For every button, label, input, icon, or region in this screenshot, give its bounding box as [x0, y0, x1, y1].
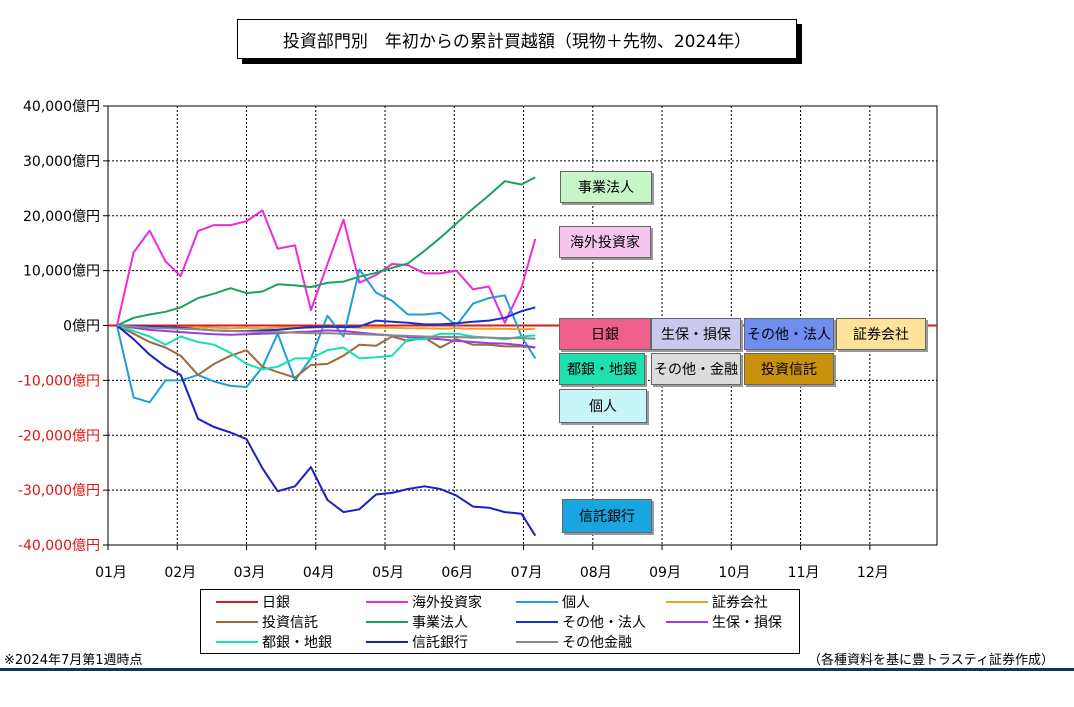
legend-entry: その他金融 [516, 632, 632, 652]
y-tick-label: 20,000億円 [23, 209, 100, 225]
legend: 日銀 海外投資家 個人 証券会社投資信託 事業法人 その他・法人 生保・損保都銀・地銀 信託銀… [200, 589, 800, 654]
legend-entry: 証券会社 [666, 592, 768, 612]
x-tick-label: 07月 [511, 565, 543, 581]
legend-swatch [516, 601, 558, 603]
annotation-label: 都銀・地銀 [559, 353, 645, 385]
series-line-個人 [116, 268, 537, 404]
annotation-label: 投資信託 [744, 353, 834, 385]
y-tick-label: -10,000億円 [18, 373, 100, 389]
y-tick-label: 10,000億円 [23, 264, 100, 280]
legend-swatch [516, 641, 558, 643]
y-tick-label: 30,000億円 [23, 154, 100, 170]
annotation-label: その他・法人 [744, 318, 834, 350]
legend-entry: 日銀 [216, 592, 290, 612]
x-tick-label: 09月 [649, 565, 681, 581]
annotation-label: 証券会社 [836, 318, 926, 350]
legend-label: 海外投資家 [412, 595, 482, 611]
x-tick-label: 04月 [303, 565, 335, 581]
legend-entry: 都銀・地銀 [216, 632, 332, 652]
x-tick-label: 11月 [788, 565, 820, 581]
annotation-label: その他・金融 [651, 353, 741, 385]
legend-label: その他金融 [562, 635, 632, 651]
footnote-date: ※2024年7月第1週時点 [4, 653, 143, 668]
legend-label: 事業法人 [412, 615, 468, 631]
legend-swatch [216, 621, 258, 623]
legend-swatch [366, 601, 408, 603]
legend-label: 日銀 [262, 595, 290, 611]
legend-entry: 信託銀行 [366, 632, 468, 652]
chart-title: 投資部門別 年初からの累計買越額（現物＋先物、2024年） [237, 19, 797, 59]
y-tick-label: -40,000億円 [18, 538, 100, 554]
annotation-label: 海外投資家 [559, 226, 651, 258]
legend-swatch [216, 601, 258, 603]
legend-label: 生保・損保 [712, 615, 782, 631]
legend-swatch [666, 601, 708, 603]
series-line-信託銀行 [116, 324, 537, 537]
y-tick-label: -20,000億円 [18, 428, 100, 444]
series-line-投資信託 [116, 324, 536, 379]
series-line-生保・損保 [116, 324, 536, 349]
legend-entry: 投資信託 [216, 612, 318, 632]
legend-swatch [516, 621, 558, 623]
series-line-都銀・地銀 [116, 324, 536, 371]
legend-swatch [366, 621, 408, 623]
legend-label: 証券会社 [712, 595, 768, 611]
series-line-その他金融 [116, 324, 536, 340]
x-tick-label: 06月 [441, 565, 473, 581]
source-note: （各種資料を基に豊トラスティ証券作成） [808, 653, 1054, 668]
legend-entry: その他・法人 [516, 612, 646, 632]
x-tick-label: 05月 [372, 565, 404, 581]
legend-entry: 生保・損保 [666, 612, 782, 632]
series-line-事業法人 [116, 176, 536, 327]
legend-label: 信託銀行 [412, 635, 468, 651]
legend-label: その他・法人 [562, 615, 646, 631]
x-tick-label: 10月 [718, 565, 750, 581]
annotation-label: 個人 [559, 389, 647, 423]
legend-label: 都銀・地銀 [262, 635, 332, 651]
legend-label: 投資信託 [262, 615, 318, 631]
legend-entry: 海外投資家 [366, 592, 482, 612]
x-tick-label: 02月 [164, 565, 196, 581]
legend-swatch [366, 641, 408, 643]
x-tick-label: 01月 [95, 565, 127, 581]
y-tick-label: 40,000億円 [23, 99, 100, 115]
legend-entry: 個人 [516, 592, 590, 612]
annotation-label: 事業法人 [560, 171, 652, 203]
x-tick-label: 08月 [580, 565, 612, 581]
series-line-海外投資家 [116, 209, 537, 326]
annotation-label: 日銀 [559, 318, 651, 350]
legend-swatch [216, 641, 258, 643]
annotation-label: 信託銀行 [562, 499, 652, 533]
y-tick-label: 0億円 [63, 319, 100, 335]
x-tick-label: 12月 [857, 565, 889, 581]
legend-swatch [666, 621, 708, 623]
y-tick-label: -30,000億円 [18, 483, 100, 499]
x-tick-label: 03月 [234, 565, 266, 581]
legend-entry: 事業法人 [366, 612, 468, 632]
annotation-label: 生保・損保 [651, 318, 741, 350]
bottom-rule [0, 668, 1074, 671]
legend-label: 個人 [562, 595, 590, 611]
